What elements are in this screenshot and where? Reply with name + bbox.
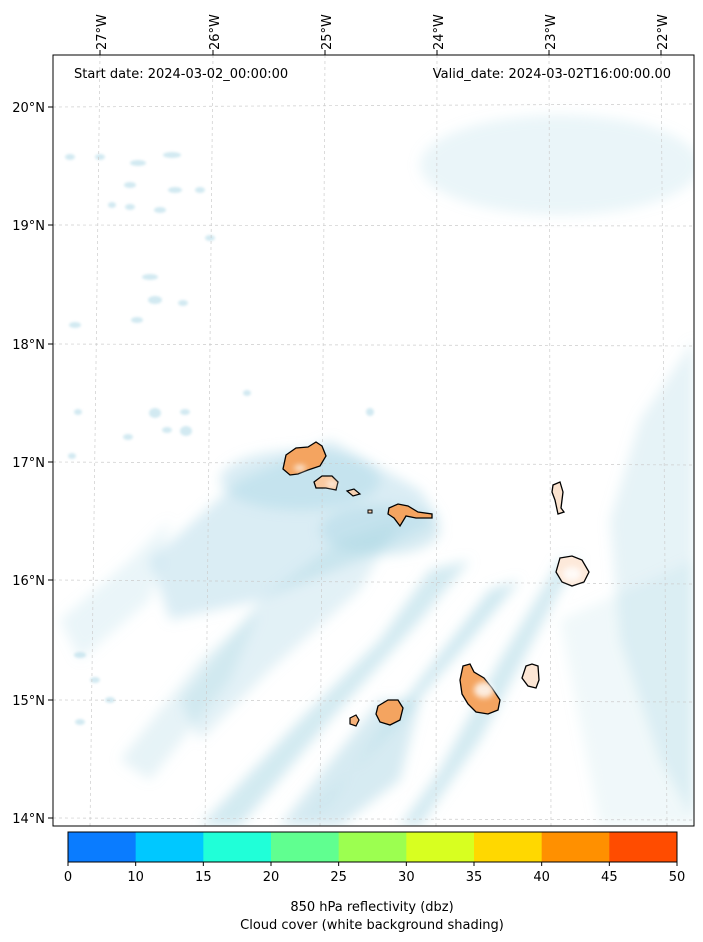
colorbar-segment xyxy=(203,832,272,862)
island-sao-nicolau xyxy=(387,503,433,528)
lat-label-20n: 20°N xyxy=(12,101,45,116)
island-santa-luzia xyxy=(345,488,362,497)
colorbar-tick-label: 50 xyxy=(669,870,686,885)
lat-label-14n: 14°N xyxy=(12,812,45,827)
cloud-shading xyxy=(60,115,694,826)
lon-label-26w: 26°W xyxy=(208,14,223,50)
map-frame xyxy=(52,54,695,827)
colorbar-tick-label: 20 xyxy=(263,870,280,885)
colorbar-tick-label: 35 xyxy=(466,870,483,885)
colorbar-segments xyxy=(68,832,678,862)
lat-label-18n: 18°N xyxy=(12,338,45,353)
colorbar-label-cloud-cover: Cloud cover (white background shading) xyxy=(240,918,504,933)
valid-date-text: Valid_date: 2024-03-02T16:00:00.00 xyxy=(433,67,671,82)
start-date-text: Start date: 2024-03-02_00:00:00 xyxy=(74,67,288,82)
colorbar-label-reflectivity: 850 hPa reflectivity (dbz) xyxy=(290,900,453,915)
colorbar-segment xyxy=(135,832,204,862)
longitude-ticks xyxy=(99,50,662,55)
colorbar-segment xyxy=(271,832,340,862)
lat-label-16n: 16°N xyxy=(12,574,45,589)
map-gridlines xyxy=(53,55,694,826)
colorbar-segment xyxy=(609,832,678,862)
colorbar-tick-label: 40 xyxy=(533,870,550,885)
colorbar-tick-label: 30 xyxy=(398,870,415,885)
lon-label-23w: 23°W xyxy=(544,14,559,50)
island-brava xyxy=(349,714,360,727)
colorbar-ticks: 0 10 15 20 25 30 35 40 45 50 xyxy=(64,862,685,885)
colorbar-frame xyxy=(67,831,678,863)
colorbar-segment xyxy=(406,832,475,862)
colorbar-tick-label: 0 xyxy=(64,870,72,885)
colorbar-tick-label: 45 xyxy=(601,870,618,885)
island-maio xyxy=(521,663,540,689)
lon-label-24w: 24°W xyxy=(432,14,447,50)
lon-label-22w: 22°W xyxy=(656,14,671,50)
colorbar-tick-label: 10 xyxy=(127,870,144,885)
colorbar-segment xyxy=(338,832,407,862)
colorbar: 0 10 15 20 25 30 35 40 45 50 850 hPa reflectivity… xyxy=(64,831,685,933)
island-raso xyxy=(367,509,373,514)
colorbar-segment xyxy=(474,832,543,862)
island-sal xyxy=(551,481,566,515)
colorbar-segment xyxy=(541,832,610,862)
colorbar-tick-label: 25 xyxy=(330,870,347,885)
lat-label-17n: 17°N xyxy=(12,456,45,471)
lat-label-19n: 19°N xyxy=(12,219,45,234)
latitude-ticks xyxy=(48,106,53,819)
lat-label-15n: 15°N xyxy=(12,694,45,709)
island-santo-antao xyxy=(282,441,327,476)
lon-label-25w: 25°W xyxy=(320,14,335,50)
colorbar-tick-label: 15 xyxy=(195,870,212,885)
colorbar-segment xyxy=(68,832,137,862)
lon-label-27w: 27°W xyxy=(95,14,110,50)
island-fogo xyxy=(375,699,404,726)
